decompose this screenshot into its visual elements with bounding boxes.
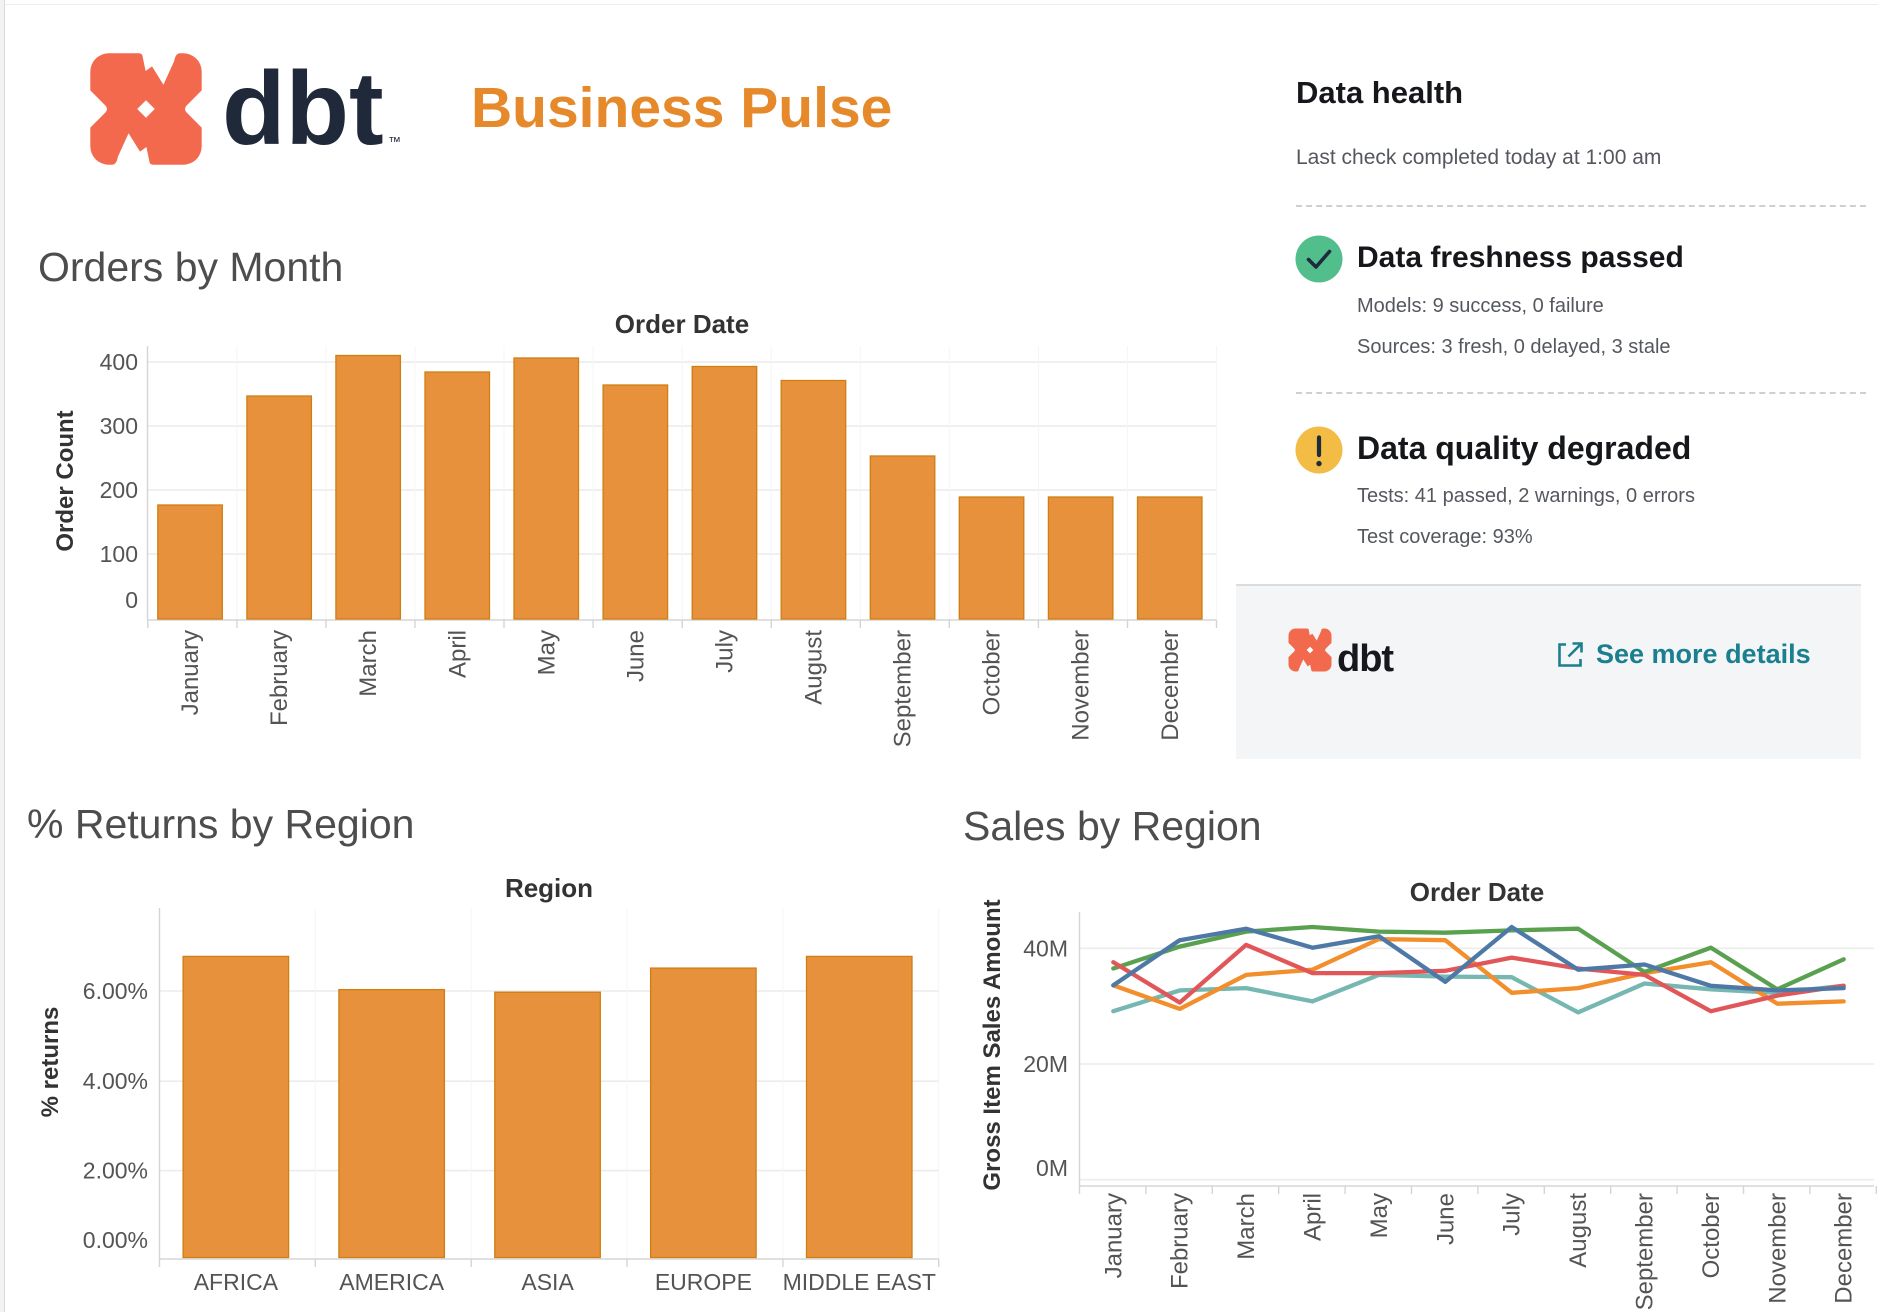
svg-text:January: January <box>177 630 204 715</box>
svg-text:Order Date: Order Date <box>1410 877 1544 907</box>
svg-text:ASIA: ASIA <box>521 1269 574 1295</box>
svg-text:0.00%: 0.00% <box>83 1227 148 1253</box>
svg-text:December: December <box>1157 630 1184 741</box>
svg-text:July: July <box>712 630 739 673</box>
svg-text:May: May <box>1366 1193 1393 1238</box>
svg-text:November: November <box>1764 1193 1791 1304</box>
svg-text:October: October <box>1698 1193 1725 1278</box>
svg-text:EUROPE: EUROPE <box>655 1269 752 1295</box>
svg-text:November: November <box>1068 630 1095 741</box>
svg-text:December: December <box>1831 1193 1858 1304</box>
svg-text:MIDDLE EAST: MIDDLE EAST <box>783 1269 936 1295</box>
svg-text:April: April <box>1300 1193 1327 1241</box>
svg-text:0M: 0M <box>1036 1155 1068 1181</box>
svg-text:October: October <box>979 630 1006 715</box>
svg-text:2.00%: 2.00% <box>83 1158 148 1184</box>
svg-text:September: September <box>890 630 917 747</box>
svg-text:Order Date: Order Date <box>615 309 749 339</box>
svg-text:February: February <box>1167 1193 1194 1289</box>
svg-text:4.00%: 4.00% <box>83 1068 148 1094</box>
svg-text:400: 400 <box>100 349 138 375</box>
svg-text:40M: 40M <box>1023 935 1068 961</box>
svg-text:March: March <box>1233 1193 1260 1260</box>
svg-text:Gross Item Sales Amount: Gross Item Sales Amount <box>979 899 1006 1190</box>
svg-text:300: 300 <box>100 413 138 439</box>
svg-text:20M: 20M <box>1023 1051 1068 1077</box>
svg-text:August: August <box>801 630 828 705</box>
svg-text:6.00%: 6.00% <box>83 978 148 1004</box>
svg-text:January: January <box>1100 1193 1127 1278</box>
svg-text:0: 0 <box>125 587 138 613</box>
svg-text:February: February <box>266 630 293 726</box>
svg-text:May: May <box>533 630 560 675</box>
svg-text:March: March <box>355 630 382 697</box>
svg-text:June: June <box>622 630 649 682</box>
svg-text:August: August <box>1565 1193 1592 1268</box>
svg-text:June: June <box>1432 1193 1459 1245</box>
svg-text:AMERICA: AMERICA <box>339 1269 444 1295</box>
svg-text:AFRICA: AFRICA <box>194 1269 279 1295</box>
svg-text:Order Count: Order Count <box>52 410 79 551</box>
svg-text:% returns: % returns <box>37 1007 64 1118</box>
svg-text:April: April <box>444 630 471 678</box>
svg-text:100: 100 <box>100 541 138 567</box>
svg-text:Region: Region <box>505 873 593 903</box>
svg-text:September: September <box>1632 1193 1659 1310</box>
svg-text:July: July <box>1499 1193 1526 1236</box>
svg-text:200: 200 <box>100 477 138 503</box>
